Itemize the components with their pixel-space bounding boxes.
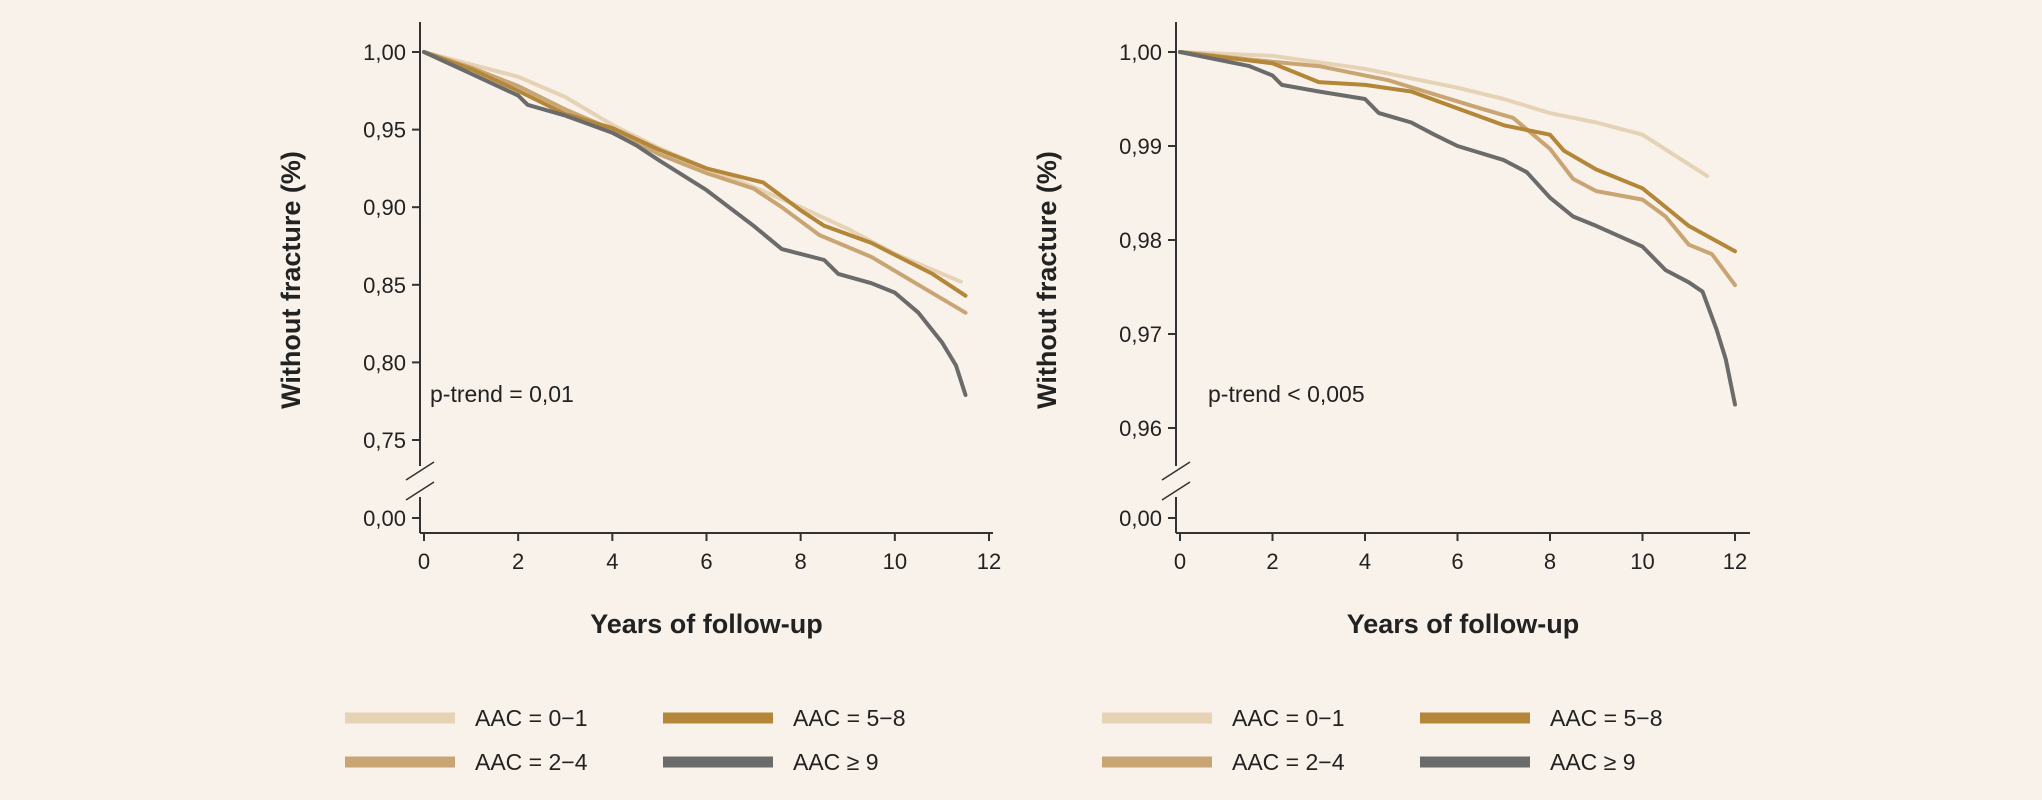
x-tick-label: 0 [418,549,430,574]
x-tick-label: 10 [883,549,907,574]
y-tick-label: 0,85 [363,273,406,298]
legend-label: AAC = 2−4 [1232,749,1345,775]
legend-label: AAC ≥ 9 [793,749,879,775]
series-line-2 [1178,50,1737,288]
x-tick-label: 12 [1723,549,1747,574]
y-axis-label: Without fracture (%) [276,151,306,409]
p-trend-annotation: p-trend < 0,005 [1208,381,1365,407]
y-tick-label: 0,90 [363,195,406,220]
y-tick-label: 0,97 [1119,322,1162,347]
y-tick-label: 1,00 [363,40,406,65]
y-tick-label: 1,00 [1119,40,1162,65]
x-axis-label: Years of follow-up [590,609,823,639]
series-line-3 [422,50,968,298]
series-line-2 [422,50,968,315]
p-trend-annotation: p-trend = 0,01 [430,381,574,407]
axis-break-mark [405,481,435,501]
y-tick-label: 0,00 [1119,506,1162,531]
axis-break-mark [405,461,435,481]
series-line-4 [1178,50,1737,407]
y-tick-label: 0,95 [363,118,406,143]
legend-label: AAC = 0−1 [475,705,588,731]
y-tick-label: 0,75 [363,428,406,453]
series-line-1 [1178,50,1710,179]
legend-label: AAC = 5−8 [1550,705,1663,731]
axis-break-mark [1161,481,1191,501]
x-tick-label: 4 [606,549,618,574]
y-tick-label: 0,80 [363,350,406,375]
y-tick-label: 0,96 [1119,416,1162,441]
x-tick-label: 10 [1630,549,1654,574]
x-tick-label: 4 [1359,549,1371,574]
axis-break-mark [1161,461,1191,481]
y-tick-label: 0,99 [1119,134,1162,159]
x-axis-label: Years of follow-up [1347,609,1580,639]
chart-panel-right: 1,00 0,99 0,98 0,97 0,96 0,00 0 2 4 6 8 10 12 Years o… [1032,22,1750,775]
x-tick-label: 12 [977,549,1001,574]
legend-label: AAC = 2−4 [475,749,588,775]
legend-label: AAC = 0−1 [1232,705,1345,731]
y-axis-label: Without fracture (%) [1032,151,1062,409]
series-line-4 [422,50,968,397]
y-tick-label: 0,00 [363,506,406,531]
series-line-3 [1178,50,1737,254]
x-tick-label: 2 [1266,549,1278,574]
legend-label: AAC = 5−8 [793,705,906,731]
x-tick-label: 6 [700,549,712,574]
legend-label: AAC ≥ 9 [1550,749,1636,775]
x-tick-label: 0 [1174,549,1186,574]
x-tick-label: 8 [1544,549,1556,574]
x-tick-label: 6 [1451,549,1463,574]
x-tick-label: 2 [512,549,524,574]
legend: AAC = 0−1 AAC = 2−4 AAC = 5−8 AAC ≥ 9 [345,705,906,775]
x-tick-label: 8 [795,549,807,574]
legend: AAC = 0−1 AAC = 2−4 AAC = 5−8 AAC ≥ 9 [1102,705,1663,775]
y-tick-label: 0,98 [1119,228,1162,253]
chart-panel-left: 1,00 0,95 0,90 0,85 0,80 0,75 0,00 0 2 4 6 8 10 12 Yea… [276,22,1001,775]
